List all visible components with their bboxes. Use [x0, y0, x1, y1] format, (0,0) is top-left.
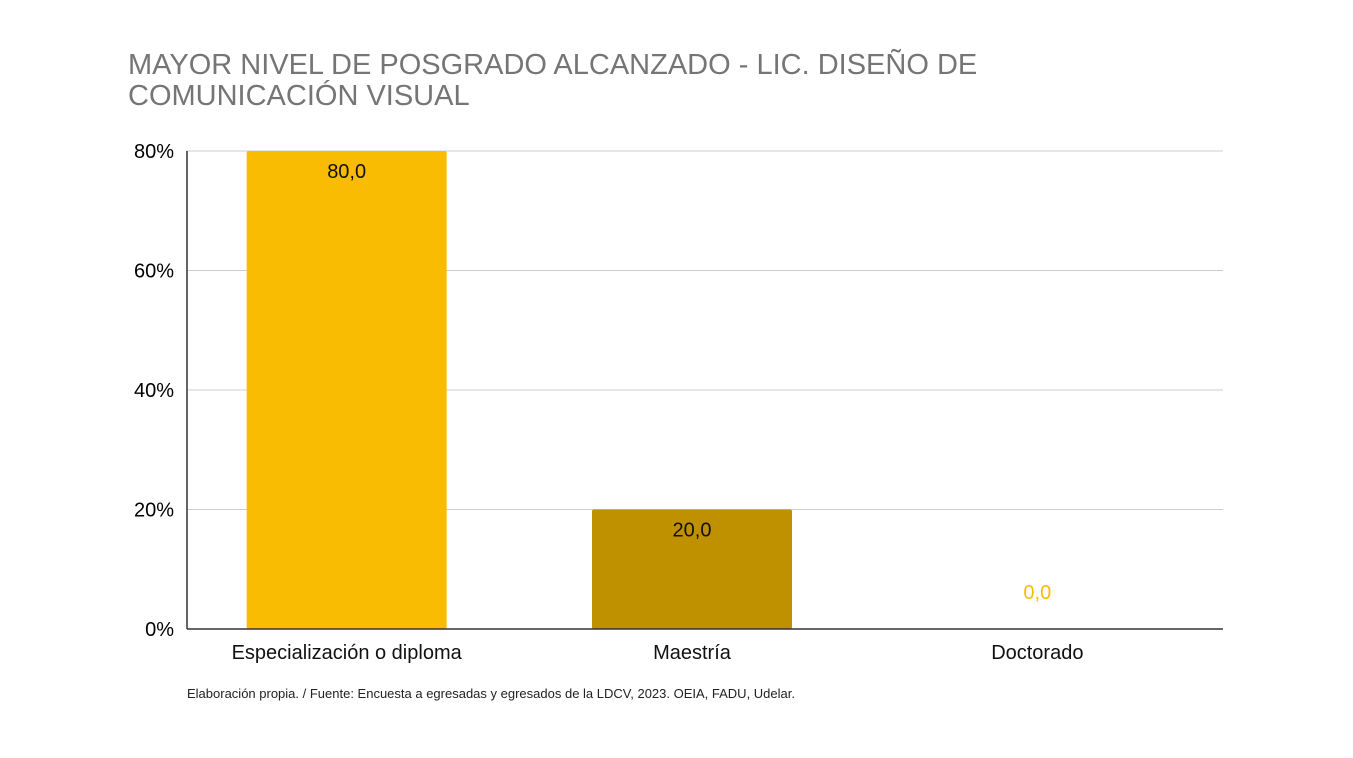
labels: 0% 20% 40% 60% 80% 80,0 Especialización o dipl…: [134, 141, 1084, 664]
data-label: 80,0: [327, 161, 366, 183]
bar: [592, 509, 792, 629]
source-note: Elaboración propia. / Fuente: Encuesta a…: [187, 686, 795, 701]
axes: [186, 151, 1223, 630]
y-tick-label: 80%: [134, 141, 174, 163]
bars: [246, 151, 792, 629]
data-label: 20,0: [673, 520, 712, 542]
x-tick-label: Maestría: [653, 642, 732, 664]
y-tick-label: 20%: [134, 500, 174, 522]
bar: [246, 151, 447, 629]
y-tick-label: 0%: [145, 619, 174, 641]
x-tick-label: Especialización o diploma: [232, 642, 463, 664]
y-tick-label: 60%: [134, 261, 174, 283]
data-label: 0,0: [1023, 582, 1051, 604]
y-tick-label: 40%: [134, 380, 174, 402]
chart-title: MAYOR NIVEL DE POSGRADO ALCANZADO - LIC.…: [128, 49, 978, 112]
x-tick-label: Doctorado: [991, 642, 1083, 664]
